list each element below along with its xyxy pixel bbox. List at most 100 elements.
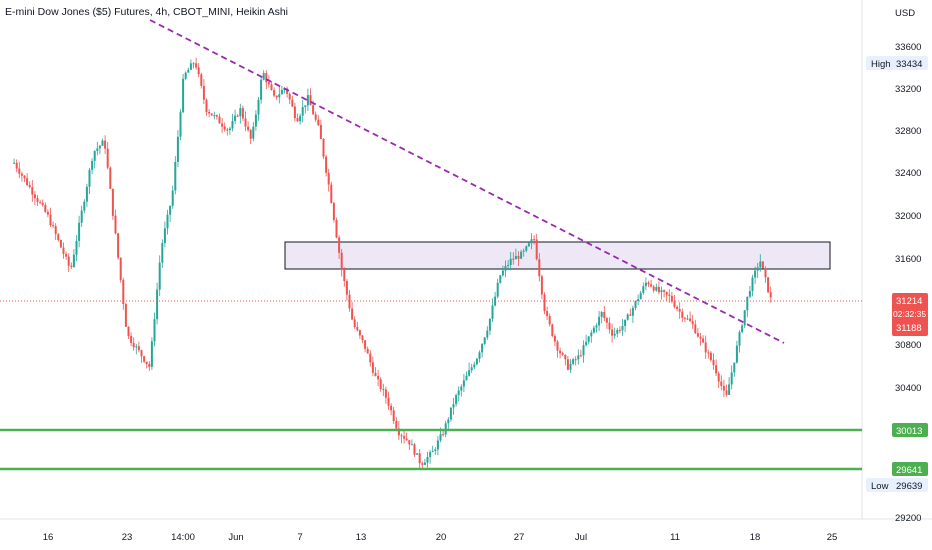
descending-trendline[interactable] (149, 19, 785, 344)
price-tick-30400: 30400 (895, 383, 921, 394)
resistance-zone[interactable] (284, 241, 831, 270)
candle-body-78 (215, 115, 218, 117)
candle-body-23 (72, 254, 75, 267)
candle-body-208 (553, 335, 556, 342)
candle-body-87 (239, 108, 242, 117)
candle-body-290 (767, 277, 770, 293)
candle-body-262 (694, 324, 697, 334)
candle-body-149 (400, 435, 403, 437)
high-value: 33434 (896, 59, 922, 70)
candle-body-243 (644, 282, 647, 287)
candle-body-128 (345, 281, 348, 295)
candle-body-178 (475, 358, 478, 365)
candle-body-37 (109, 167, 112, 189)
candle-body-36 (106, 148, 109, 168)
candle-body-168 (449, 407, 452, 420)
candle-body-209 (556, 341, 559, 351)
candle-body-218 (579, 355, 582, 357)
candle-body-65 (182, 78, 185, 113)
candle-body-215 (572, 359, 575, 364)
high-tag (866, 56, 928, 70)
candle-body-246 (652, 286, 655, 291)
candle-body-288 (761, 261, 764, 269)
candle-body-270 (715, 365, 718, 374)
candle-body-183 (488, 318, 491, 331)
candle-body-26 (80, 210, 83, 223)
candle-body-228 (605, 318, 608, 323)
candle-body-41 (119, 257, 122, 281)
candle-body-80 (221, 123, 224, 127)
candle-body-260 (689, 318, 692, 322)
candle-body-15 (52, 225, 55, 227)
candle-body-10 (39, 201, 42, 203)
candle-body-72 (200, 74, 203, 86)
candle-body-12 (44, 204, 47, 212)
candle-body-122 (330, 184, 333, 203)
candle-body-32 (96, 148, 99, 151)
candle-body-169 (452, 404, 455, 408)
price-tick-31600: 31600 (895, 254, 921, 265)
candle-body-103 (280, 90, 283, 95)
candle-body-116 (314, 114, 317, 120)
candle-body-214 (569, 363, 572, 370)
candle-body-163 (436, 440, 439, 450)
candle-body-123 (332, 202, 335, 220)
candle-body-94 (257, 99, 260, 115)
currency-label: USD (895, 8, 915, 19)
candle-body-192 (512, 258, 515, 260)
candle-body-226 (600, 312, 603, 317)
date-tick-18: 18 (750, 532, 761, 543)
candle-body-14 (49, 214, 52, 226)
candle-body-186 (496, 282, 499, 297)
candle-body-47 (135, 346, 138, 348)
candle-body-27 (83, 201, 86, 211)
candle-body-93 (254, 114, 257, 127)
low-label: Low (871, 481, 889, 492)
candle-body-177 (473, 364, 476, 368)
candle-body-281 (743, 310, 746, 326)
candle-body-179 (478, 352, 481, 359)
candle-body-108 (293, 106, 296, 119)
candle-body-17 (57, 234, 60, 241)
candle-body-242 (642, 286, 645, 293)
candle-body-164 (439, 434, 442, 441)
candle-body-213 (566, 359, 569, 370)
candle-body-117 (317, 119, 320, 126)
candle-body-194 (517, 255, 520, 259)
date-tick-11: 11 (670, 532, 680, 543)
candle-body-176 (470, 367, 473, 371)
time-axis[interactable]: 16 23 14:00 Jun 7 13 20 27 Jul 11 18 25 (43, 532, 838, 543)
candle-body-75 (208, 111, 211, 114)
candle-body-106 (288, 93, 291, 100)
candle-body-132 (356, 327, 359, 331)
candle-body-159 (426, 457, 429, 463)
candle-body-193 (514, 255, 517, 260)
candle-body-174 (465, 375, 468, 381)
candle-body-184 (491, 305, 494, 319)
candle-body-86 (236, 115, 239, 117)
candle-body-39 (114, 215, 117, 234)
date-tick-jul: Jul (575, 532, 587, 543)
candle-body-222 (590, 332, 593, 337)
candle-body-220 (585, 341, 588, 346)
candle-body-44 (127, 326, 130, 336)
candle-body-204 (543, 294, 546, 312)
candle-body-206 (548, 316, 551, 325)
candle-body-8 (33, 194, 36, 199)
candle-body-43 (124, 303, 127, 327)
candle-body-82 (226, 129, 229, 131)
candle-body-191 (509, 258, 512, 266)
candle-body-133 (358, 330, 361, 336)
candle-body-233 (618, 329, 621, 331)
candle-body-266 (704, 342, 707, 353)
candle-body-3 (20, 173, 23, 176)
candle-body-256 (678, 308, 681, 312)
candle-body-267 (707, 352, 710, 354)
date-tick-25: 25 (827, 532, 838, 543)
candle-body-46 (132, 342, 135, 348)
candle-body-197 (525, 246, 528, 251)
candle-body-49 (140, 350, 143, 357)
candle-body-173 (462, 380, 465, 387)
date-tick-1400: 14:00 (171, 532, 195, 543)
